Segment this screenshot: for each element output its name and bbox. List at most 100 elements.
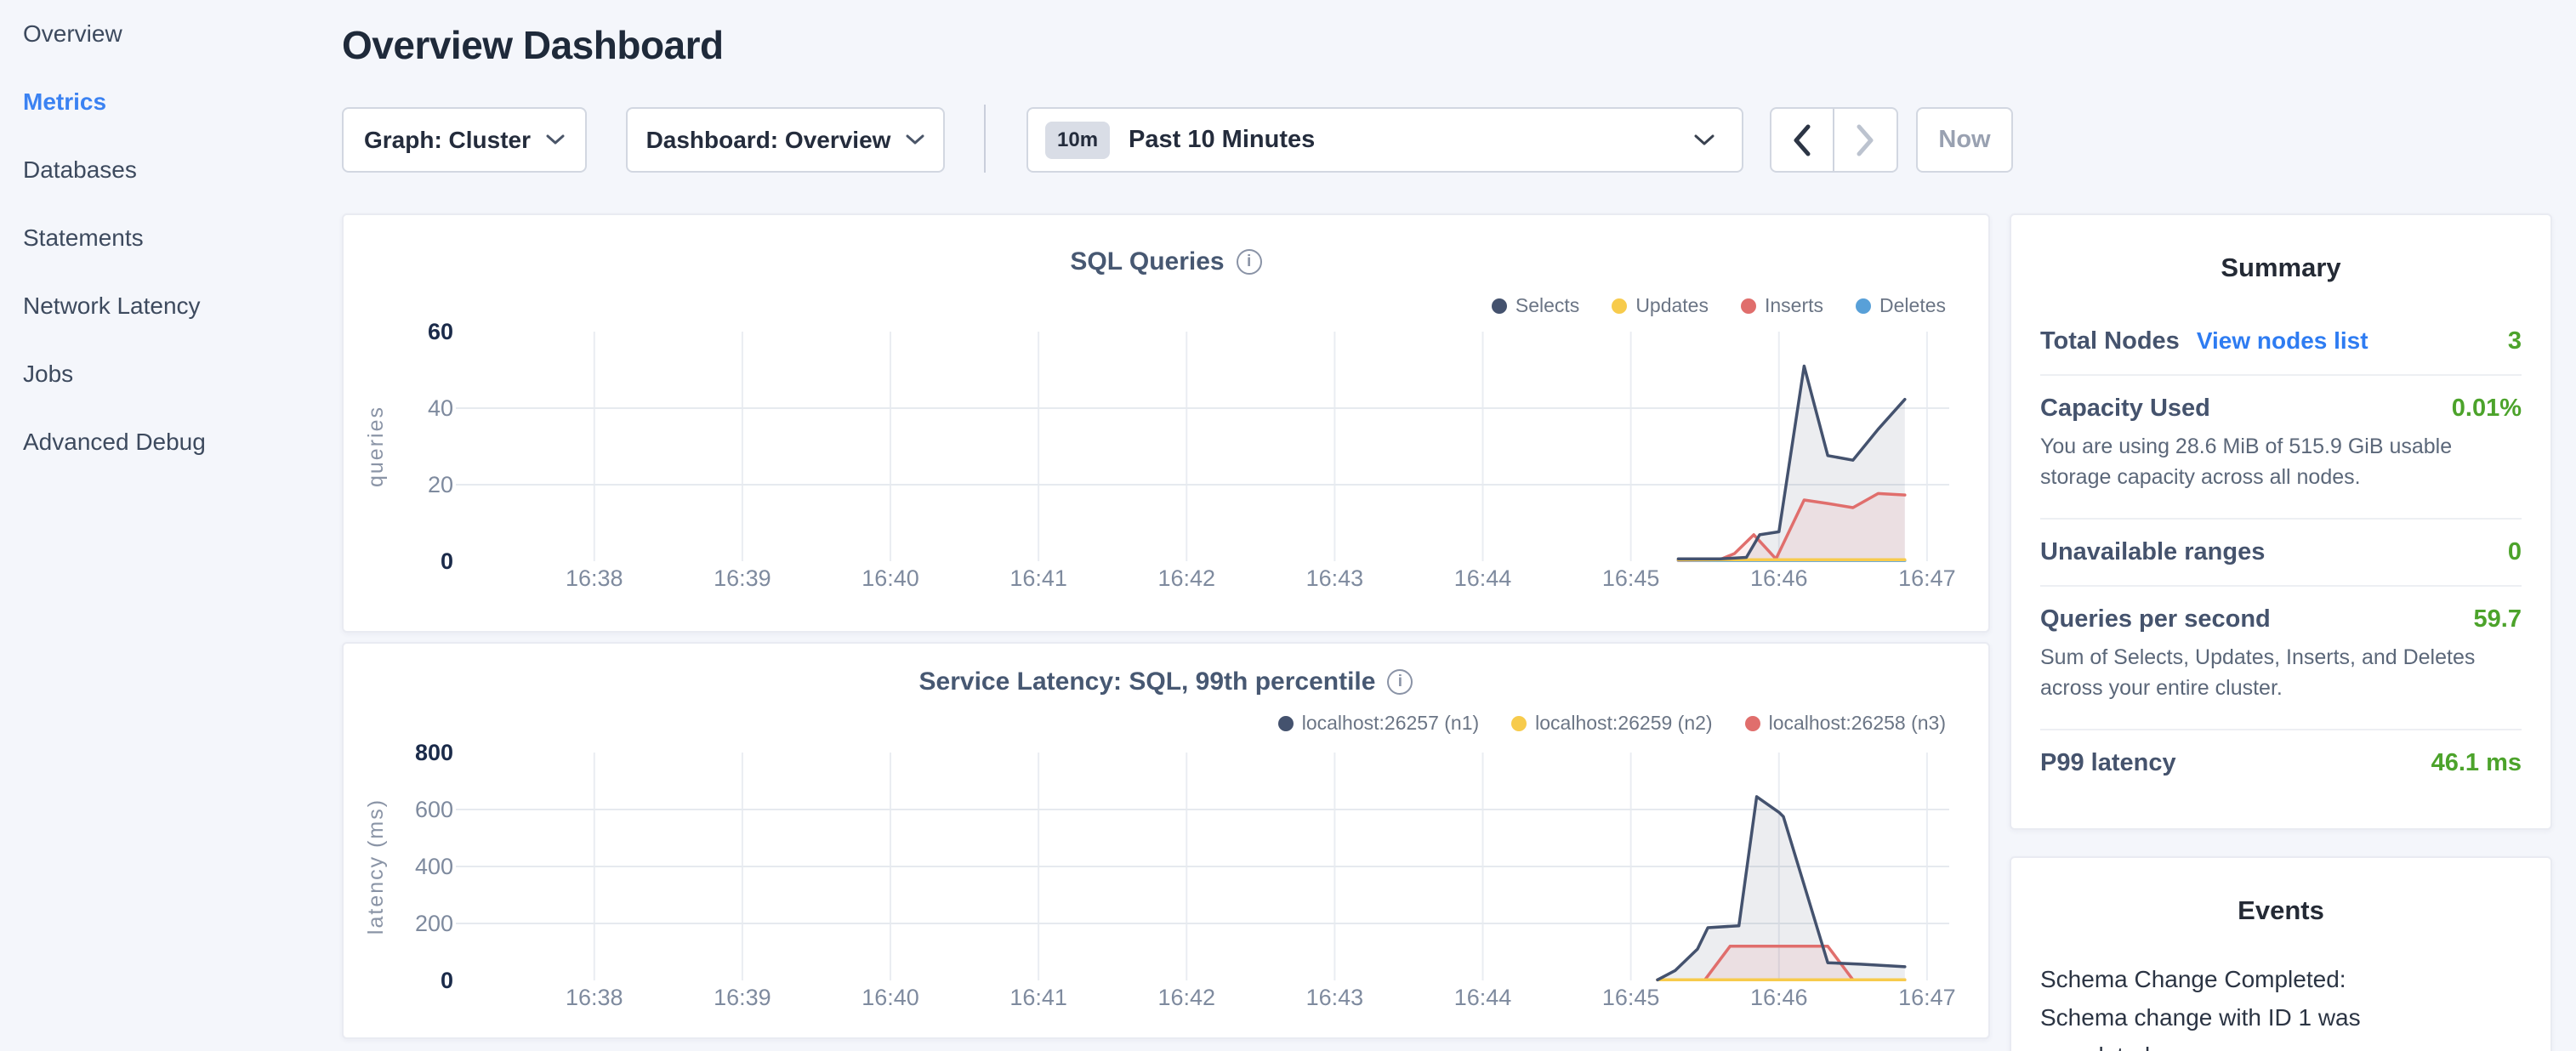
- svg-text:16:41: 16:41: [1009, 985, 1067, 1010]
- svg-text:0: 0: [441, 548, 453, 574]
- graph-selector-dropdown[interactable]: Graph: Cluster: [342, 107, 587, 173]
- legend-dot-icon: [1277, 715, 1294, 731]
- time-range-badge: 10m: [1045, 121, 1111, 159]
- dashboard-selector-label: Dashboard: Overview: [645, 126, 891, 153]
- svg-text:16:46: 16:46: [1750, 565, 1808, 591]
- chevron-left-icon: [1794, 124, 1811, 156]
- summary-heading: Summary: [2221, 253, 2341, 282]
- service-latency-chart-panel: Service Latency: SQL, 99th percentile i lo…: [342, 642, 1990, 1039]
- chevron-down-icon: [906, 134, 924, 145]
- time-pager: [1770, 107, 1898, 173]
- svg-text:16:40: 16:40: [862, 565, 919, 591]
- chart-title: Service Latency: SQL, 99th percentile: [918, 668, 1376, 696]
- p99-latency-label: P99 latency: [2040, 749, 2176, 776]
- svg-text:16:40: 16:40: [862, 985, 919, 1010]
- capacity-used-description: You are using 28.6 MiB of 515.9 GiB usab…: [2040, 435, 2453, 489]
- queries-per-second-value: 59.7: [2473, 605, 2522, 633]
- sidebar-item-advanced-debug[interactable]: Advanced Debug: [23, 429, 206, 455]
- svg-text:40: 40: [428, 395, 453, 421]
- svg-text:16:39: 16:39: [714, 985, 771, 1010]
- time-range-dropdown[interactable]: 10m Past 10 Minutes: [1026, 107, 1743, 173]
- total-nodes-value: 3: [2507, 327, 2522, 355]
- svg-text:800: 800: [415, 740, 453, 765]
- chart-plot-area[interactable]: 16:38 16:39 16:40 16:41 16:42 16:43 16:44 16:45…: [344, 644, 1992, 1041]
- svg-text:400: 400: [415, 854, 453, 879]
- chevron-down-icon: [546, 134, 565, 145]
- legend-item: Selects: [1491, 294, 1580, 317]
- queries-per-second-label: Queries per second: [2040, 605, 2271, 633]
- legend-item: Deletes: [1856, 294, 1946, 317]
- time-next-button[interactable]: [1834, 109, 1897, 171]
- svg-text:16:43: 16:43: [1306, 565, 1364, 591]
- summary-row-total-nodes: Total Nodes View nodes list 3: [2040, 327, 2522, 374]
- capacity-used-value: 0.01%: [2451, 395, 2522, 422]
- svg-text:16:46: 16:46: [1750, 985, 1808, 1010]
- chevron-down-icon: [1694, 134, 1714, 145]
- legend-item: localhost:26259 (n2): [1511, 712, 1713, 735]
- legend-label: Deletes: [1879, 294, 1946, 316]
- total-nodes-label: Total Nodes: [2040, 327, 2180, 355]
- legend-item: localhost:26257 (n1): [1277, 712, 1480, 735]
- divider: [2040, 585, 2522, 587]
- graph-selector-label: Graph: Cluster: [363, 126, 532, 153]
- legend-item: Updates: [1612, 294, 1709, 317]
- capacity-used-label: Capacity Used: [2040, 395, 2210, 422]
- chart-title: SQL Queries: [1070, 247, 1225, 276]
- event-list-item[interactable]: Schema Change Completed: Schema change w…: [2040, 960, 2522, 1051]
- summary-row-capacity-used: Capacity Used 0.01% You are using 28.6 M…: [2040, 376, 2522, 518]
- legend-label: Updates: [1635, 294, 1709, 316]
- events-panel: Events Schema Change Completed: Schema c…: [2010, 856, 2552, 1051]
- legend-label: Inserts: [1764, 294, 1824, 316]
- summary-row-queries-per-second: Queries per second 59.7 Sum of Selects, …: [2040, 587, 2522, 729]
- svg-text:16:39: 16:39: [714, 565, 771, 591]
- legend-label: localhost:26259 (n2): [1535, 712, 1713, 734]
- dashboard-selector-dropdown[interactable]: Dashboard: Overview: [626, 107, 945, 173]
- summary-row-p99-latency: P99 latency 46.1 ms: [2040, 730, 2522, 796]
- p99-latency-value: 46.1 ms: [2431, 749, 2522, 776]
- chart-header: Service Latency: SQL, 99th percentile i: [344, 668, 1988, 696]
- svg-text:16:42: 16:42: [1157, 565, 1215, 591]
- chevron-right-icon: [1857, 124, 1874, 156]
- legend-dot-icon: [1511, 715, 1527, 731]
- queries-per-second-description: Sum of Selects, Updates, Inserts, and De…: [2040, 645, 2476, 700]
- sidebar-item-network-latency[interactable]: Network Latency: [23, 293, 201, 319]
- svg-text:queries: queries: [364, 406, 388, 487]
- view-nodes-list-link[interactable]: View nodes list: [2196, 327, 2368, 354]
- svg-text:200: 200: [415, 911, 453, 936]
- sidebar-item-databases[interactable]: Databases: [23, 156, 137, 183]
- chart-header: SQL Queries i: [344, 247, 1988, 276]
- time-range-label: Past 10 Minutes: [1129, 126, 1316, 153]
- sql-queries-chart-panel: SQL Queries i Selects Updates Inserts Deletes…: [342, 213, 1990, 633]
- legend-dot-icon: [1740, 298, 1756, 314]
- info-icon[interactable]: i: [1387, 669, 1413, 695]
- svg-text:60: 60: [428, 319, 453, 344]
- unavailable-ranges-label: Unavailable ranges: [2040, 538, 2266, 565]
- sidebar-item-metrics[interactable]: Metrics: [23, 88, 107, 115]
- svg-text:0: 0: [441, 968, 453, 993]
- now-button[interactable]: Now: [1916, 107, 2013, 173]
- legend-dot-icon: [1612, 298, 1628, 314]
- event-message: Schema Change Completed: Schema change w…: [2040, 966, 2361, 1051]
- legend-item: localhost:26258 (n3): [1744, 712, 1946, 735]
- divider: [2040, 729, 2522, 730]
- sidebar: Overview Metrics Databases Statements Ne…: [0, 0, 342, 1051]
- svg-text:600: 600: [415, 797, 453, 822]
- info-icon[interactable]: i: [1236, 249, 1262, 275]
- svg-text:16:42: 16:42: [1157, 985, 1215, 1010]
- time-prev-button[interactable]: [1771, 109, 1834, 171]
- legend-label: localhost:26258 (n3): [1768, 712, 1946, 734]
- svg-text:16:38: 16:38: [566, 985, 623, 1010]
- legend-dot-icon: [1856, 298, 1872, 314]
- svg-text:16:44: 16:44: [1454, 985, 1512, 1010]
- legend-label: Selects: [1515, 294, 1580, 316]
- svg-text:16:45: 16:45: [1602, 565, 1660, 591]
- chart-plot-area[interactable]: 16:38 16:39 16:40 16:41 16:42 16:43 16:44 16:45…: [344, 215, 1992, 634]
- legend-label: localhost:26257 (n1): [1301, 712, 1480, 734]
- sidebar-item-overview[interactable]: Overview: [23, 20, 122, 47]
- divider: [2040, 374, 2522, 376]
- sidebar-item-statements[interactable]: Statements: [23, 224, 144, 251]
- sidebar-item-jobs[interactable]: Jobs: [23, 361, 74, 387]
- events-heading: Events: [2238, 895, 2324, 925]
- svg-text:16:41: 16:41: [1009, 565, 1067, 591]
